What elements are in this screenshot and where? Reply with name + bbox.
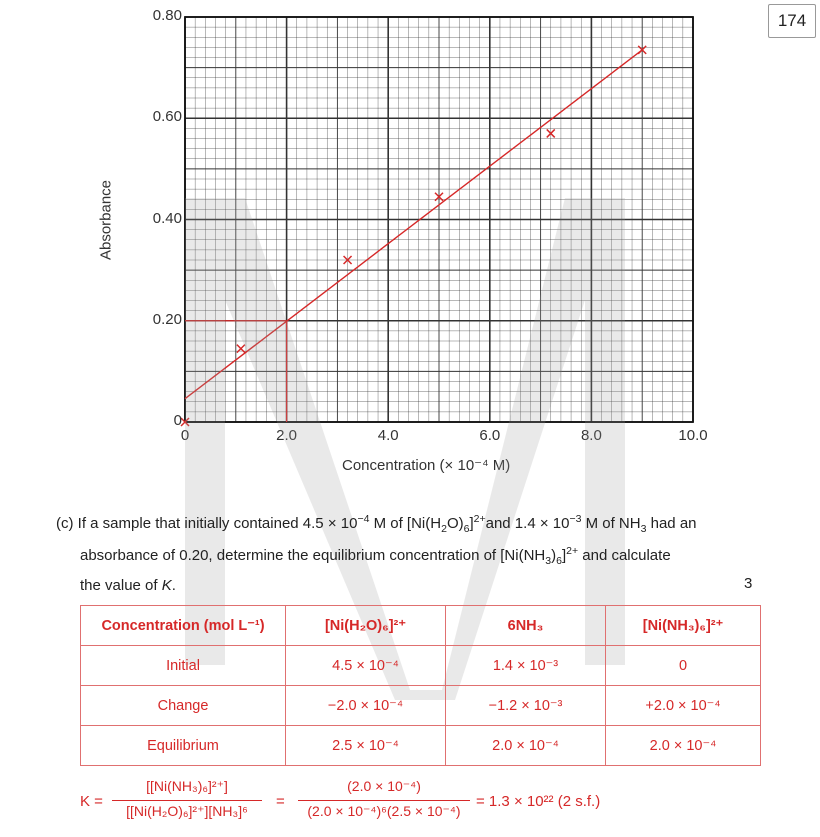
x-tick-label: 8.0 bbox=[580, 427, 602, 444]
table-cell: 0 bbox=[605, 645, 761, 686]
marks: 3 bbox=[744, 575, 753, 592]
table-header-cell: Concentration (mol L⁻¹) bbox=[80, 605, 286, 646]
table-cell: −2.0 × 10⁻⁴ bbox=[285, 685, 446, 726]
table-cell: 4.5 × 10⁻⁴ bbox=[285, 645, 446, 686]
question-line-2: absorbance of 0.20, determine the equili… bbox=[80, 545, 671, 567]
y-tick-label: 0.60 bbox=[152, 108, 182, 126]
k-numerator-1: [[Ni(NH₃)₆]²⁺] bbox=[146, 778, 228, 794]
k-numerator-2: (2.0 × 10⁻⁴) bbox=[347, 778, 421, 794]
plot-border bbox=[184, 16, 694, 423]
x-tick-label: 10.0 bbox=[678, 427, 708, 444]
table-cell: 2.0 × 10⁻⁴ bbox=[445, 725, 606, 766]
table-header-cell: [Ni(NH₃)₆]²⁺ bbox=[605, 605, 761, 646]
table-row: Change −2.0 × 10⁻⁴ −1.2 × 10⁻³ +2.0 × 10… bbox=[80, 685, 761, 726]
table-row: Initial 4.5 × 10⁻⁴ 1.4 × 10⁻³ 0 bbox=[80, 645, 761, 686]
x-tick-label: 2.0 bbox=[276, 427, 298, 444]
table-row: Equilibrium 2.5 × 10⁻⁴ 2.0 × 10⁻⁴ 2.0 × … bbox=[80, 725, 761, 766]
k-result: = 1.3 × 10²² (2 s.f.) bbox=[476, 793, 601, 810]
data-point bbox=[180, 417, 190, 427]
table-cell: Equilibrium bbox=[80, 725, 286, 766]
table-cell: −1.2 × 10⁻³ bbox=[445, 685, 606, 726]
absorbance-chart bbox=[180, 16, 694, 427]
page-number: 174 bbox=[768, 4, 816, 38]
table-header-row: Concentration (mol L⁻¹) [Ni(H₂O)₆]²⁺ 6NH… bbox=[80, 605, 761, 646]
table-cell: +2.0 × 10⁻⁴ bbox=[605, 685, 761, 726]
data-point bbox=[434, 192, 444, 202]
y-tick-label: 0.80 bbox=[152, 7, 182, 24]
y-axis-label: Absorbance bbox=[97, 179, 115, 261]
fraction-bar bbox=[112, 800, 262, 801]
y-tick-label: 0.40 bbox=[152, 209, 182, 227]
table-cell: Change bbox=[80, 685, 286, 726]
y-tick-label: 0 bbox=[173, 412, 182, 429]
data-point bbox=[343, 255, 353, 265]
y-tick-label: 0.20 bbox=[152, 310, 182, 328]
x-tick-label: 0 bbox=[180, 427, 190, 444]
k-equals: = bbox=[276, 793, 285, 810]
table-header-cell: [Ni(H₂O)₆]²⁺ bbox=[285, 605, 446, 646]
x-tick-label: 6.0 bbox=[479, 427, 501, 444]
data-point bbox=[236, 344, 246, 354]
best-fit-line bbox=[184, 49, 643, 400]
data-point bbox=[546, 128, 556, 138]
k-lhs: K = bbox=[80, 793, 103, 810]
data-point bbox=[637, 45, 647, 55]
x-axis-label: Concentration (× 10⁻⁴ M) bbox=[342, 457, 511, 474]
table-cell: 1.4 × 10⁻³ bbox=[445, 645, 606, 686]
fraction-bar bbox=[298, 800, 470, 801]
question-line-3: the value of K. bbox=[80, 577, 176, 594]
ice-table: Concentration (mol L⁻¹) [Ni(H₂O)₆]²⁺ 6NH… bbox=[80, 605, 761, 766]
k-denominator-2: (2.0 × 10⁻⁴)⁶(2.5 × 10⁻⁴) bbox=[307, 803, 461, 819]
k-denominator-1: [[Ni(H₂O)₆]²⁺][NH₃]⁶ bbox=[126, 803, 248, 819]
table-cell: 2.0 × 10⁻⁴ bbox=[605, 725, 761, 766]
table-cell: Initial bbox=[80, 645, 286, 686]
question-line-1: (c) If a sample that initially contained… bbox=[56, 513, 697, 535]
table-header-cell: 6NH₃ bbox=[445, 605, 606, 646]
table-cell: 2.5 × 10⁻⁴ bbox=[285, 725, 446, 766]
x-tick-label: 4.0 bbox=[377, 427, 399, 444]
